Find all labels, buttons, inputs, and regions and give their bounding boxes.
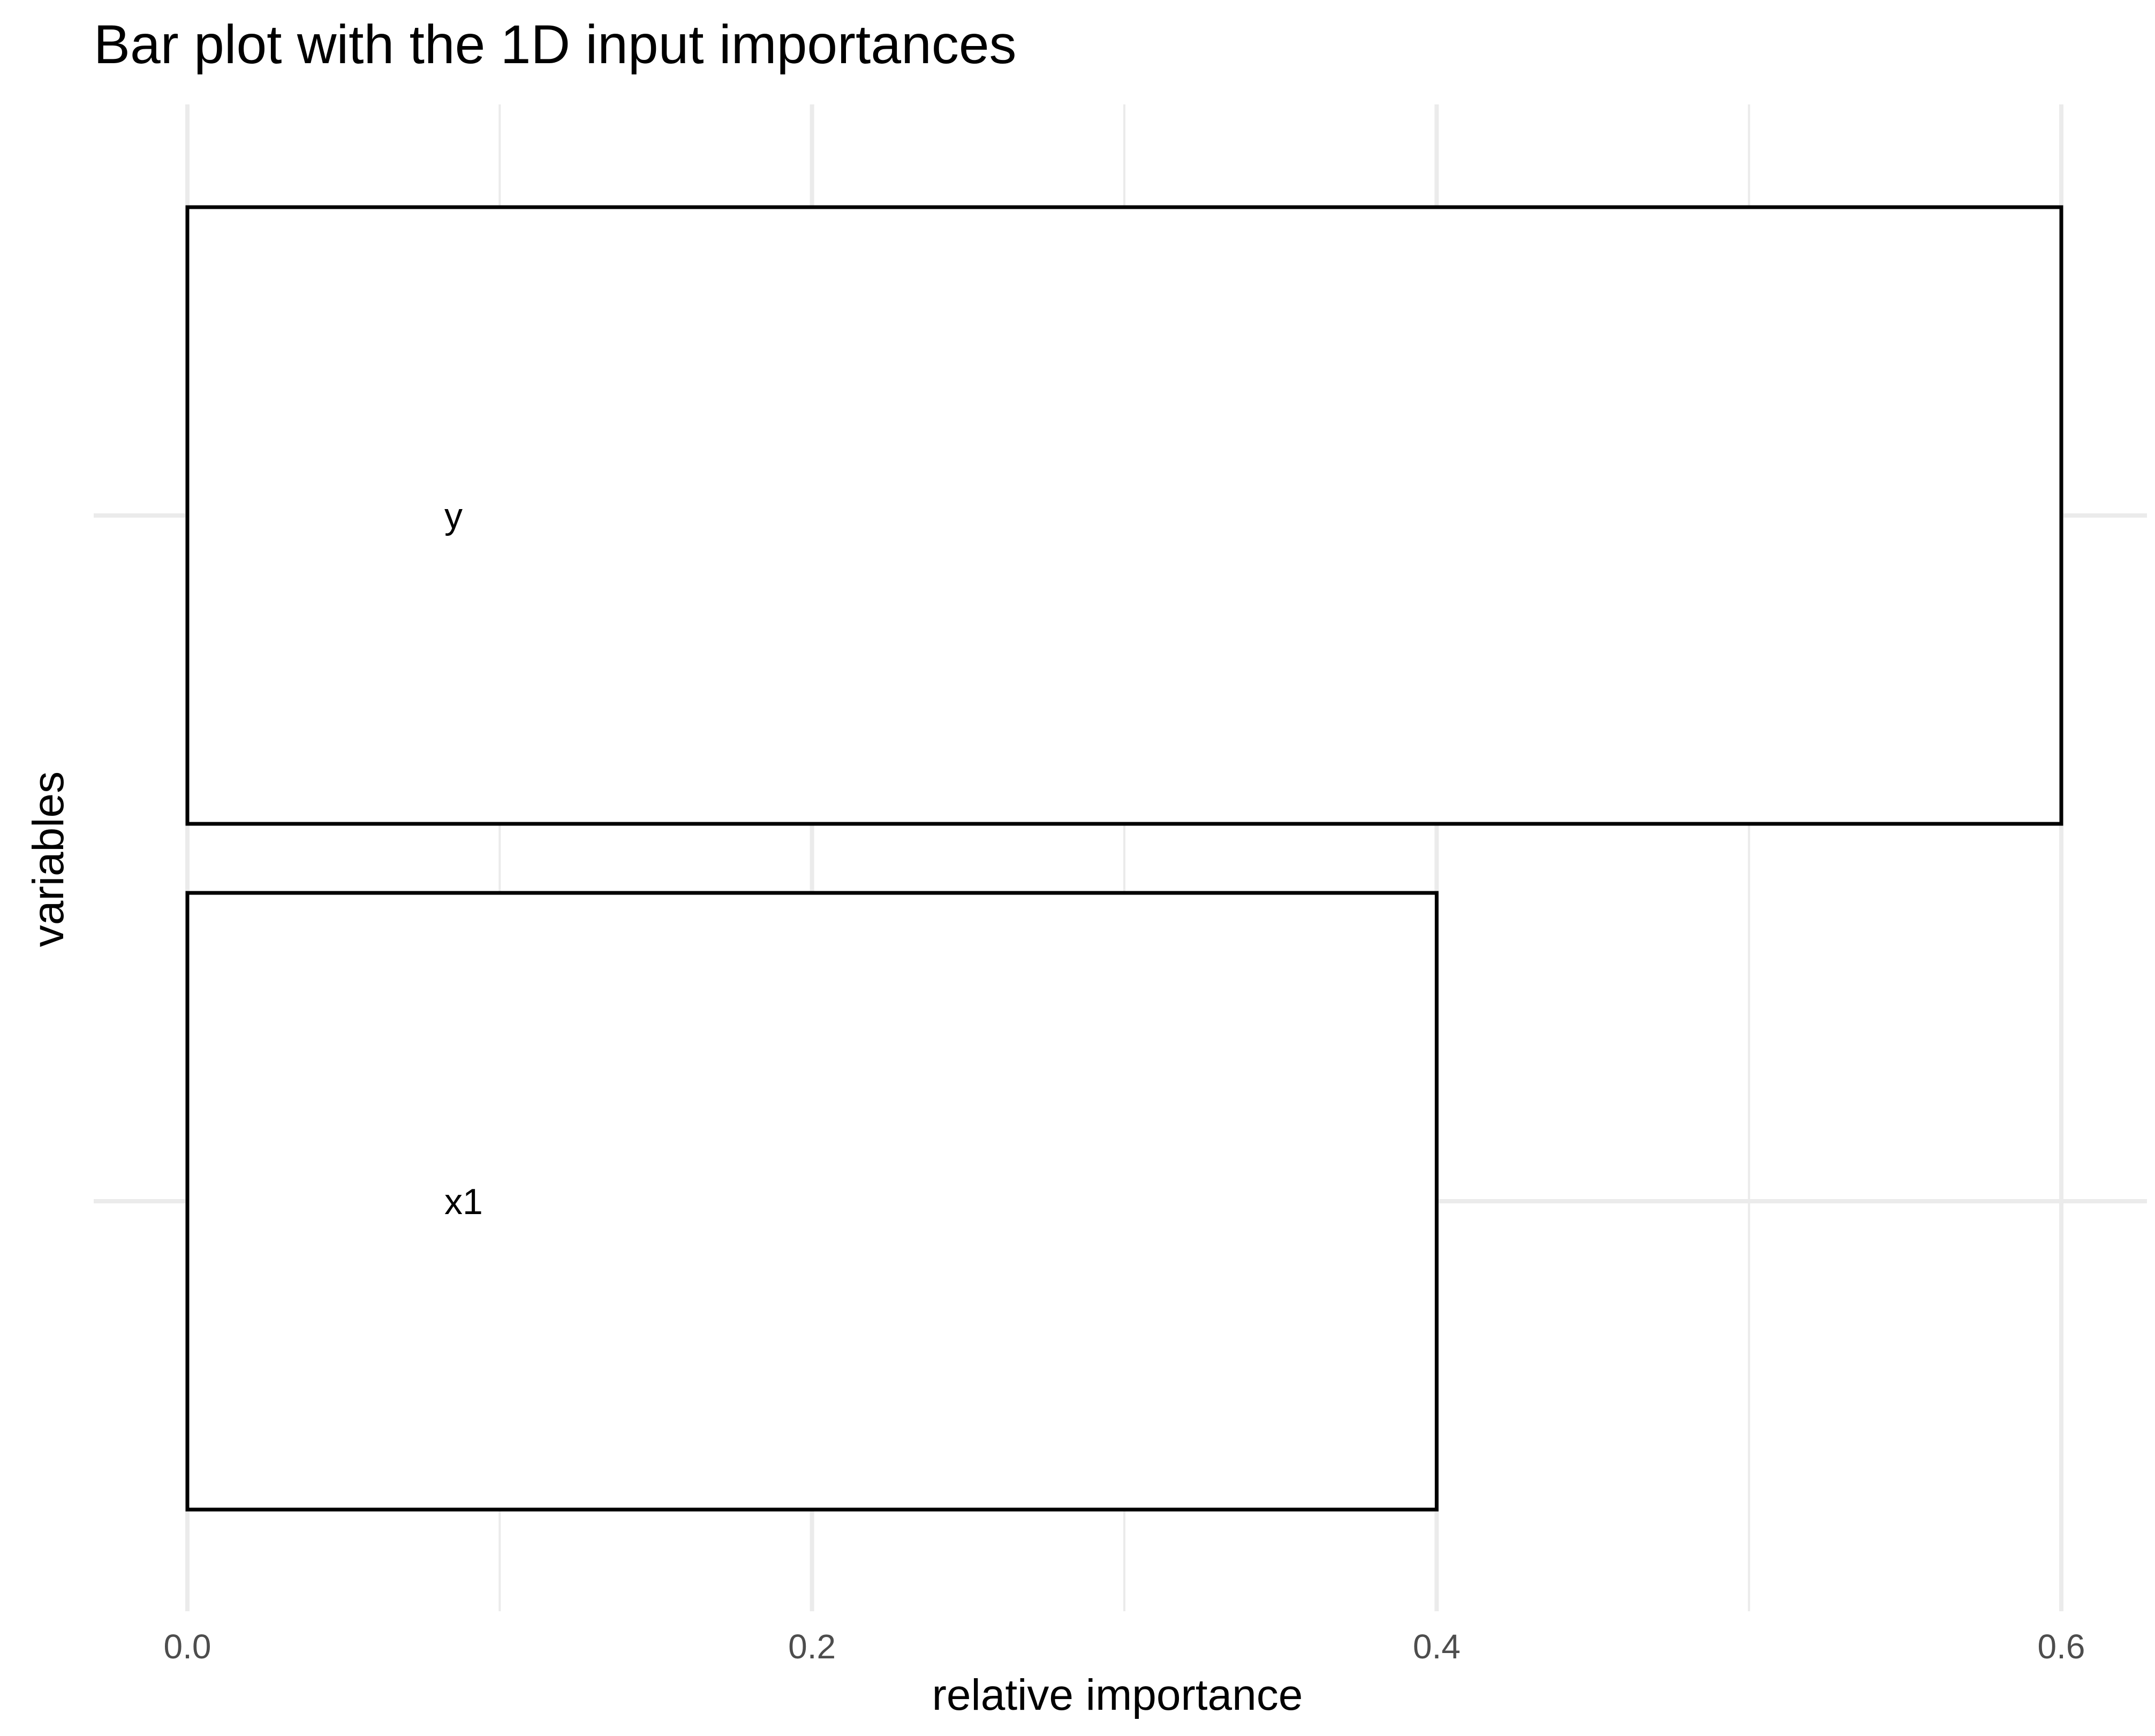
bars [185, 205, 2063, 1512]
bar-labels: y x1 [444, 496, 483, 1222]
y-axis-title: variables [24, 771, 73, 947]
bar-label-x1: x1 [444, 1181, 483, 1222]
x-axis-ticks: 0.0 0.2 0.4 0.6 [164, 1627, 2085, 1666]
x-tick-label: 0.2 [788, 1627, 836, 1666]
x-tick-label: 0.6 [2038, 1627, 2085, 1666]
x-tick-label: 0.0 [164, 1627, 211, 1666]
bar-label-y: y [444, 496, 463, 536]
chart-title: Bar plot with the 1D input importances [94, 14, 1017, 75]
x-axis-title: relative importance [932, 1671, 1303, 1719]
bar-y [185, 205, 2063, 826]
x-tick-label: 0.4 [1413, 1627, 1461, 1666]
bar-x1 [185, 891, 1439, 1512]
